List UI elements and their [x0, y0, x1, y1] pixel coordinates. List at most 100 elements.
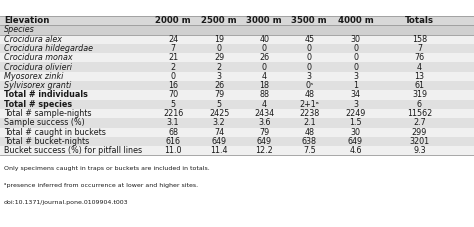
- Bar: [0, 146, 474, 155]
- Text: 299: 299: [412, 128, 427, 137]
- Text: 0: 0: [353, 53, 358, 62]
- Text: 2238: 2238: [299, 109, 319, 118]
- Text: 11.0: 11.0: [164, 146, 182, 155]
- Text: Total # individuals: Total # individuals: [4, 91, 88, 99]
- Text: 24: 24: [168, 35, 178, 44]
- Text: 4: 4: [262, 100, 267, 109]
- Text: Total # bucket-nights: Total # bucket-nights: [4, 137, 89, 146]
- Text: 48: 48: [304, 128, 314, 137]
- Text: 2425: 2425: [209, 109, 229, 118]
- Text: 0: 0: [262, 63, 267, 72]
- Text: 12.2: 12.2: [255, 146, 273, 155]
- Text: 0: 0: [353, 44, 358, 53]
- Text: 0: 0: [307, 63, 312, 72]
- Text: Crocidura olivieri: Crocidura olivieri: [4, 63, 72, 72]
- Text: 68: 68: [168, 128, 178, 137]
- Text: 40: 40: [259, 35, 269, 44]
- Text: 11.4: 11.4: [210, 146, 228, 155]
- Text: 3.6: 3.6: [258, 118, 271, 127]
- Bar: [0, 25, 474, 35]
- Text: 30: 30: [350, 35, 361, 44]
- Bar: [0, 137, 474, 146]
- Text: 649: 649: [212, 137, 227, 146]
- Text: 6: 6: [417, 100, 422, 109]
- Text: 26: 26: [214, 81, 224, 90]
- Bar: [0, 90, 474, 100]
- Text: 2000 m: 2000 m: [155, 16, 191, 25]
- Text: 638: 638: [302, 137, 317, 146]
- Text: 45: 45: [304, 35, 314, 44]
- Text: 5: 5: [171, 100, 175, 109]
- Bar: [0, 128, 474, 137]
- Text: 649: 649: [257, 137, 272, 146]
- Text: 3.2: 3.2: [213, 118, 226, 127]
- Text: 319: 319: [412, 91, 427, 99]
- Text: 3: 3: [353, 72, 358, 81]
- Bar: [0, 100, 474, 109]
- Text: 34: 34: [350, 91, 361, 99]
- Text: 4.6: 4.6: [349, 146, 362, 155]
- Text: Sample success (%): Sample success (%): [4, 118, 84, 127]
- Text: 0: 0: [353, 63, 358, 72]
- Text: 29: 29: [214, 53, 224, 62]
- Bar: [0, 62, 474, 72]
- Text: 3.1: 3.1: [167, 118, 179, 127]
- Text: Sylvisorex granti: Sylvisorex granti: [4, 81, 71, 90]
- Text: 0: 0: [307, 53, 312, 62]
- Text: 30: 30: [350, 128, 361, 137]
- Text: 1.5: 1.5: [349, 118, 362, 127]
- Text: 79: 79: [214, 91, 224, 99]
- Text: Species: Species: [4, 25, 35, 34]
- Text: 7.5: 7.5: [303, 146, 316, 155]
- Bar: [0, 44, 474, 53]
- Text: Crocidura alex: Crocidura alex: [4, 35, 62, 44]
- Text: Total # species: Total # species: [4, 100, 72, 109]
- Text: 19: 19: [214, 35, 224, 44]
- Text: 1: 1: [353, 81, 358, 90]
- Text: 61: 61: [414, 81, 425, 90]
- Text: 649: 649: [348, 137, 363, 146]
- Text: Totals: Totals: [405, 16, 434, 25]
- Bar: [0, 53, 474, 62]
- Text: 2.1: 2.1: [303, 118, 316, 127]
- Text: 0: 0: [307, 44, 312, 53]
- Text: 2: 2: [217, 63, 222, 72]
- Text: 2434: 2434: [254, 109, 274, 118]
- Text: 2+1ᵃ: 2+1ᵃ: [300, 100, 319, 109]
- Text: Crocidura monax: Crocidura monax: [4, 53, 73, 62]
- Text: doi:10.1371/journal.pone.0109904.t003: doi:10.1371/journal.pone.0109904.t003: [4, 200, 128, 205]
- Text: 48: 48: [304, 91, 314, 99]
- Text: 0: 0: [217, 44, 222, 53]
- Text: Total # caught in buckets: Total # caught in buckets: [4, 128, 106, 137]
- Text: 79: 79: [259, 128, 269, 137]
- Text: 3: 3: [353, 100, 358, 109]
- Text: 11562: 11562: [407, 109, 432, 118]
- Bar: [0, 16, 474, 25]
- Text: Total # sample-nights: Total # sample-nights: [4, 109, 91, 118]
- Text: 0ᵃ: 0ᵃ: [305, 81, 313, 90]
- Text: 2.7: 2.7: [413, 118, 426, 127]
- Text: Elevation: Elevation: [4, 16, 49, 25]
- Text: 88: 88: [259, 91, 269, 99]
- Bar: [0, 35, 474, 44]
- Text: 2500 m: 2500 m: [201, 16, 237, 25]
- Text: 4: 4: [417, 63, 422, 72]
- Text: 3500 m: 3500 m: [292, 16, 327, 25]
- Text: 3: 3: [307, 72, 312, 81]
- Text: 4000 m: 4000 m: [337, 16, 374, 25]
- Text: 4: 4: [262, 72, 267, 81]
- Bar: [0, 118, 474, 128]
- Text: 16: 16: [168, 81, 178, 90]
- Text: 13: 13: [414, 72, 425, 81]
- Bar: [0, 72, 474, 81]
- Text: Crocidura hildegardae: Crocidura hildegardae: [4, 44, 93, 53]
- Text: 2249: 2249: [346, 109, 365, 118]
- Text: ᵃpresence inferred from occurrence at lower and higher sites.: ᵃpresence inferred from occurrence at lo…: [4, 183, 198, 188]
- Text: 70: 70: [168, 91, 178, 99]
- Text: Bucket success (%) for pitfall lines: Bucket success (%) for pitfall lines: [4, 146, 142, 155]
- Text: 18: 18: [259, 81, 269, 90]
- Text: Only specimens caught in traps or buckets are included in totals.: Only specimens caught in traps or bucket…: [4, 166, 210, 171]
- Text: Myosorex zinki: Myosorex zinki: [4, 72, 63, 81]
- Text: 3: 3: [217, 72, 222, 81]
- Text: 0: 0: [171, 72, 175, 81]
